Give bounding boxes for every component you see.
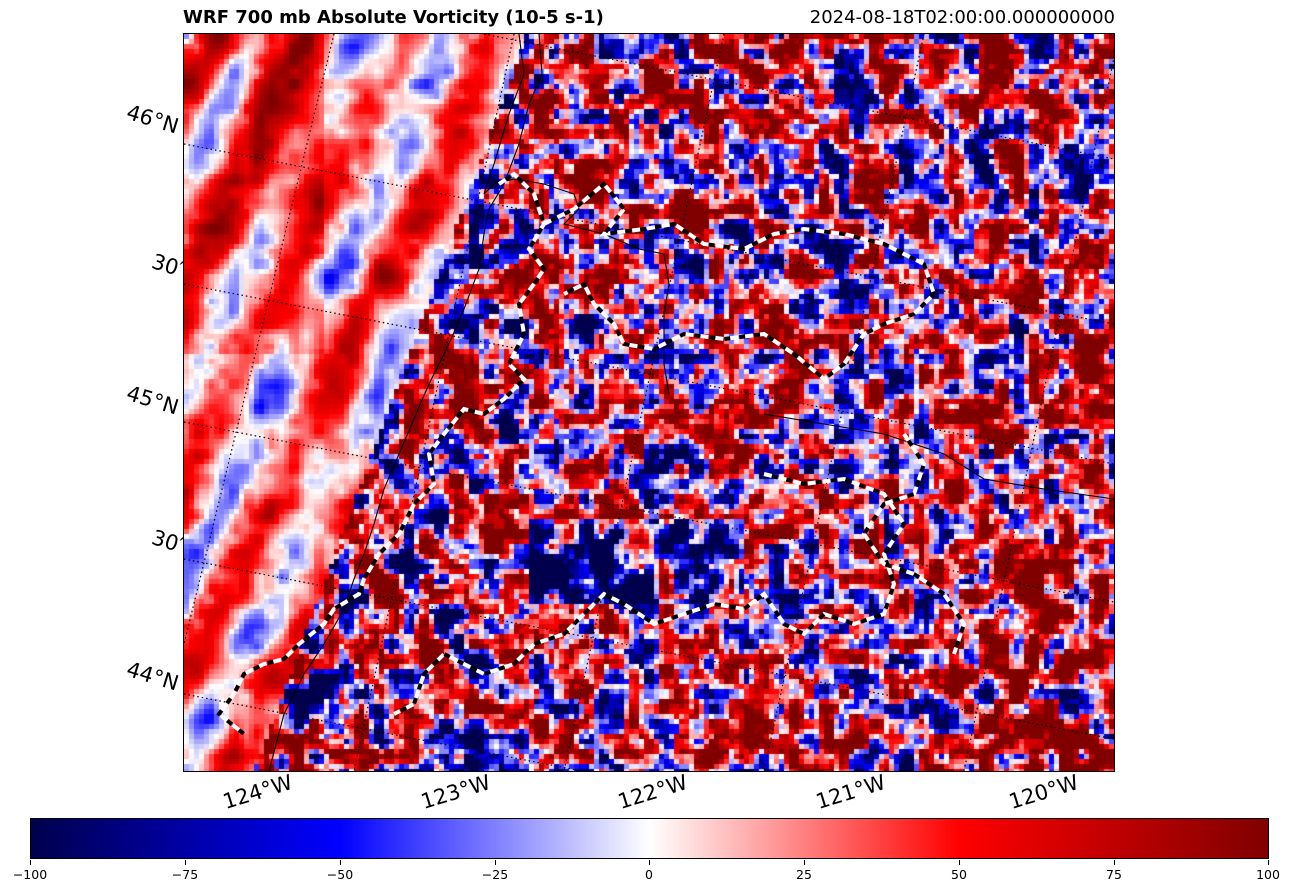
colorbar-label: −100 [12,867,48,882]
colorbar-tick [30,860,31,865]
colorbar-tick [959,860,960,865]
lat-label-44-30n: 30′ [148,525,186,558]
colorbar-label: 75 [1106,867,1122,882]
parallel-44n [184,693,585,771]
contour-2-white [543,181,937,382]
contours [216,171,967,736]
lon-label-124w: 124°W [220,770,296,814]
meridian-121w [763,34,925,771]
meridian-123w [353,34,515,771]
colorbar-tick [495,860,496,865]
contour-4-white [861,432,967,655]
colorbar-tick [340,860,341,865]
contour-1-black [216,171,547,736]
lat-label-46n: 46°N [123,100,182,139]
county-line-1 [483,34,670,395]
meridian-120w [963,54,1114,771]
contour-2-black [543,181,937,382]
contour-3-white [393,472,907,716]
graticule [184,34,1114,771]
lat-label-45n: 45°N [123,381,182,420]
colorbar-label: −25 [481,867,509,882]
chart-title: WRF 700 mb Absolute Vorticity (10-5 s-1) [183,7,604,28]
lon-label-122w: 122°W [615,770,691,814]
vorticity-field [184,34,1114,771]
borders [268,34,1114,771]
contour-1-white [216,171,547,736]
colorbar-label: −75 [171,867,199,882]
state-border [763,413,1114,500]
colorbar-label: 0 [645,867,653,882]
lon-label-121w: 121°W [813,770,889,814]
colorbar-tick [185,860,186,865]
parallel-45-30n [184,283,1114,465]
colorbar-label: 25 [796,867,812,882]
colorbar-tick [649,860,650,865]
valid-time: 2024-08-18T02:00:00.000000000 [809,7,1115,28]
lat-label-44n: 44°N [123,657,182,696]
colorbar-label: 100 [1256,867,1280,882]
parallel-46n [184,143,1114,325]
parallel-46-30n [483,34,1114,160]
lat-label-45-30n: 30′ [148,249,186,282]
colorbar-tick [804,860,805,865]
meridian-124w [184,34,335,645]
colorbar-label: 50 [951,867,967,882]
coast-border [268,34,543,771]
colorbar-tick [1114,860,1115,865]
vorticity-map [183,33,1115,772]
colorbar [30,818,1269,859]
parallel-45n [184,421,1114,603]
contour-3-black [393,472,907,716]
colorbar-label: −50 [326,867,354,882]
lon-label-123w: 123°W [418,770,494,814]
colorbar-tick [1268,860,1269,865]
parallel-44-30n [184,558,1114,740]
contour-4-black [861,432,967,655]
lon-label-120w: 120°W [1006,770,1082,814]
meridian-122w [563,34,725,771]
map-overlay [184,34,1114,771]
